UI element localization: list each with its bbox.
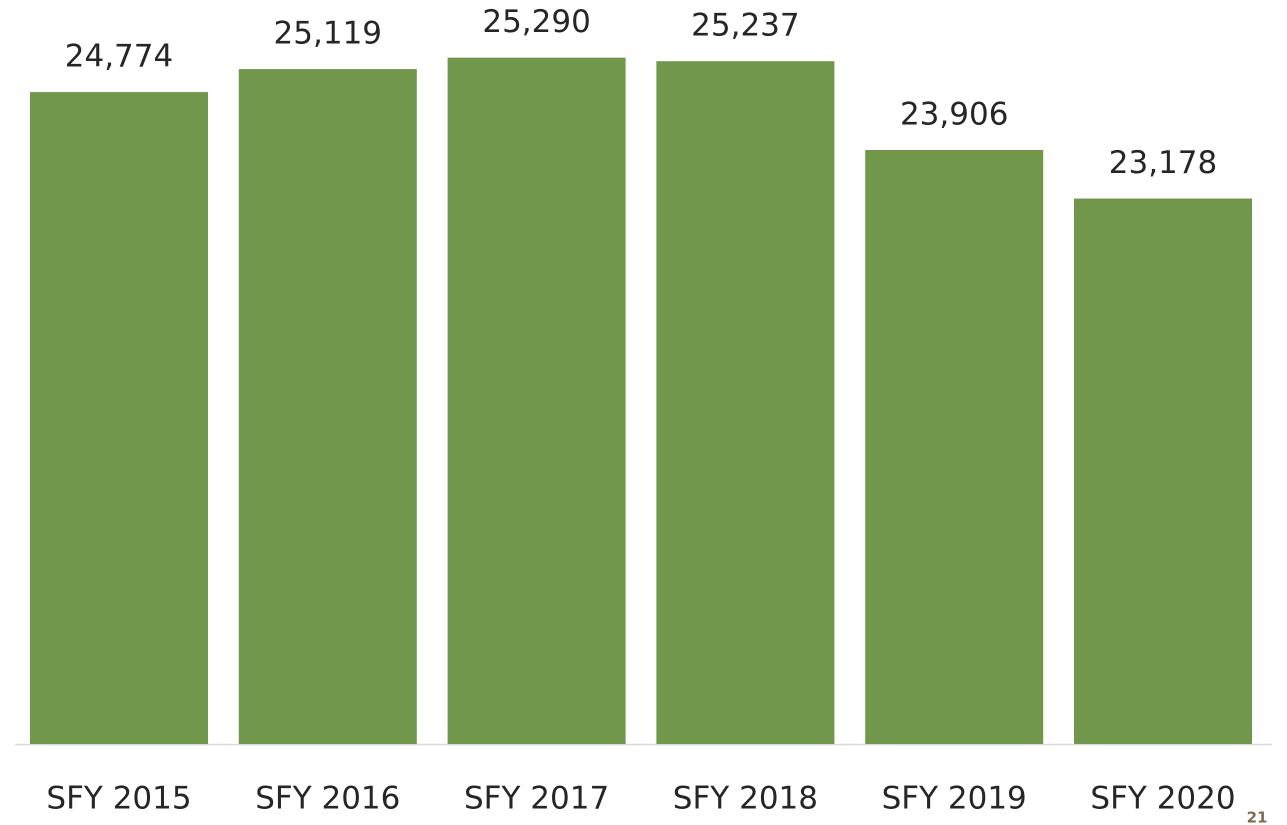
- value-label: 23,178: [1109, 145, 1217, 181]
- x-tick-label: SFY 2018: [673, 781, 818, 817]
- value-label: 23,906: [900, 96, 1008, 132]
- value-label: 24,774: [65, 39, 173, 75]
- page-number: 21: [1247, 809, 1268, 825]
- bar: [1074, 198, 1252, 744]
- bar: [30, 92, 208, 745]
- value-label: 25,290: [482, 4, 590, 40]
- bar: [865, 149, 1044, 744]
- x-tick-label: SFY 2019: [882, 781, 1027, 817]
- bar: [238, 69, 417, 745]
- value-label: 25,237: [691, 8, 799, 44]
- value-label: 25,119: [274, 16, 382, 52]
- x-tick-label: SFY 2020: [1090, 781, 1235, 817]
- x-tick-label: SFY 2016: [255, 781, 400, 817]
- x-tick-label: SFY 2015: [46, 781, 191, 817]
- bar: [447, 57, 626, 744]
- bar: [656, 61, 835, 745]
- x-tick-label: SFY 2017: [464, 781, 609, 817]
